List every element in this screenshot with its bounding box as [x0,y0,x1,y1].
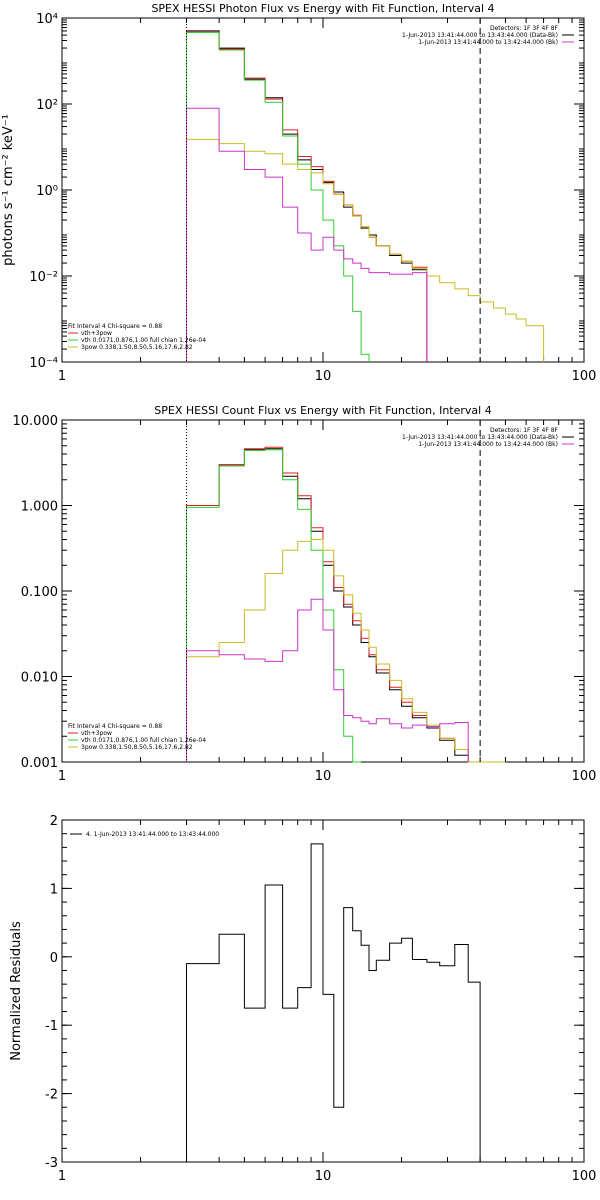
y-tick-label: 10⁰ [36,184,58,199]
legend-top-entry: 1-Jun-2013 13:41:44.000 to 13:42:44.000 … [418,39,558,46]
legend-top-entry: 1-Jun-2013 13:41:44.000 to 13:43:44.000 … [402,434,558,441]
legend-fit-header: Fit Interval 4 Chi-square = 0.88 [68,723,162,730]
x-tick-label: 1 [58,769,66,784]
chart-2: SPEX HESSI Count Flux vs Energy with Fit… [13,404,597,784]
series-4-1-jun-2013-13-41-44-000-to-13-43-44-000 [186,843,481,1162]
y-tick-label: -2 [45,1088,58,1103]
y-tick-label: 0.001 [21,756,58,771]
legend-fit-entry: vth 0.0171,0.876,1.00 full chian 1.26e-0… [81,737,206,744]
series-vth-3pow [186,31,428,362]
x-tick-label: 1 [58,369,66,384]
y-tick-label: 10⁻⁴ [29,356,58,371]
x-tick-label: 1 [58,1169,66,1184]
y-tick-label: 10² [36,98,58,113]
y-tick-label: 1 [50,882,58,897]
legend-fit-entry: vth 0.0171,0.876,1.00 full chian 1.26e-0… [81,337,206,344]
legend-top-entry: Detectors: 1F 3F 4F 8F [490,427,559,434]
legend-entry: 4. 1-Jun-2013 13:41:44.000 to 13:43:44.0… [86,831,219,838]
y-tick-label: 10.000 [13,414,59,429]
x-tick-label: 100 [572,769,597,784]
series-vth-3pow [186,446,469,762]
series-bk [186,107,428,362]
y-tick-label: -1 [45,1019,58,1034]
series-bk [186,598,469,762]
y-tick-label: 10⁻² [29,270,58,285]
legend-top-entry: 1-Jun-2013 13:41:44.000 to 13:42:44.000 … [418,441,558,448]
legend-fit-entry: vth+3pow [81,330,112,337]
legend-fit-entry: vth+3pow [81,730,112,737]
y-tick-label: 10⁴ [36,12,58,27]
chart-title: SPEX HESSI Photon Flux vs Energy with Fi… [151,2,494,15]
y-tick-label: 0.100 [21,585,58,600]
y-tick-label: -3 [45,1156,58,1171]
chart-1: SPEX HESSI Photon Flux vs Energy with Fi… [1,2,596,384]
chart-3: 1 10 100 -3 -2 -1 0 1 2 Normalized Residuals 4. 1-… [9,814,596,1184]
legend-top-entry: Detectors: 1F 3F 4F 8F [490,25,559,32]
x-tick-label: 100 [572,369,597,384]
series-3pow [186,539,506,763]
y-tick-label: 0 [50,951,58,966]
y-tick-label: 1.000 [21,500,58,515]
x-tick-label: 100 [572,1169,597,1184]
x-tick-label: 10 [315,769,332,784]
legend-fit-header: Fit Interval 4 Chi-square = 0.88 [68,323,162,330]
legend-fit-entry: 3pow 0.338,1.50,8.50,5.16,17.6,2.82 [81,344,193,351]
series-data-bk [186,30,428,362]
y-axis-label: photons s⁻¹ cm⁻² keV⁻¹ [1,114,16,266]
legend-fit-entry: 3pow 0.338,1.50,8.50,5.16,17.6,2.82 [81,744,193,751]
x-tick-label: 10 [315,369,332,384]
legend-top-entry: 1-Jun-2013 13:41:44.000 to 13:43:44.000 … [402,32,558,39]
chart-title: SPEX HESSI Count Flux vs Energy with Fit… [154,404,491,417]
series-vth [186,32,370,362]
y-axis-label: Normalized Residuals [9,921,24,1061]
series-vth [186,449,362,763]
y-tick-label: 0.010 [21,671,58,686]
y-tick-label: 2 [50,814,58,829]
series-3pow [186,138,545,362]
x-tick-label: 10 [315,1169,332,1184]
